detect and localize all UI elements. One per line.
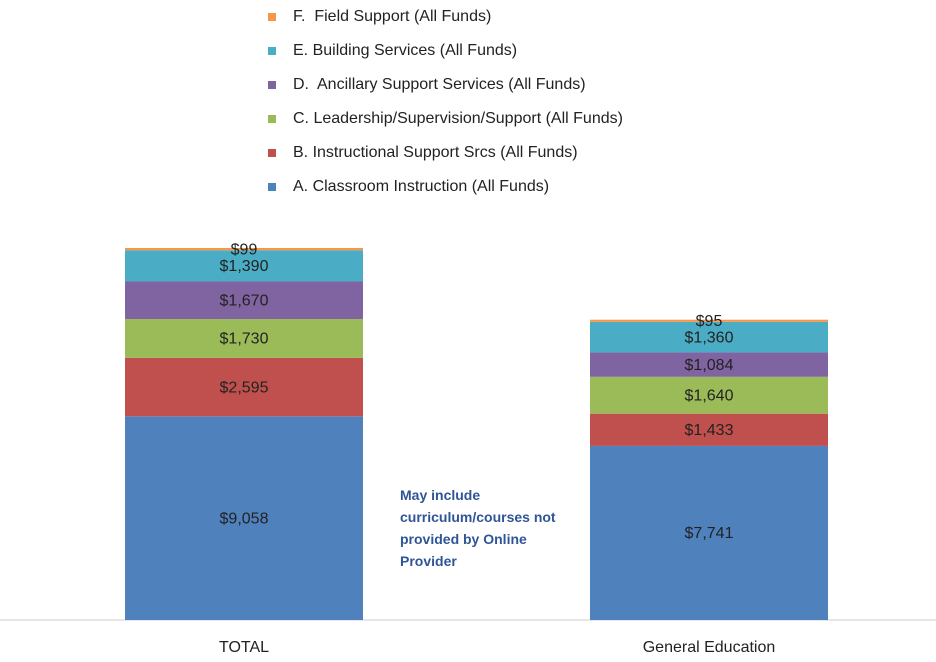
data-label: $1,433 xyxy=(685,422,734,439)
bar-segment xyxy=(125,248,363,251)
data-label: $99 xyxy=(231,241,258,258)
legend-label: C. Leadership/Supervision/Support (All F… xyxy=(293,110,623,127)
bar-segment xyxy=(590,413,828,446)
bar-segment xyxy=(590,321,828,353)
bar-segment xyxy=(125,357,363,417)
x-tick-label: TOTAL xyxy=(219,639,269,656)
bar-segment xyxy=(125,319,363,358)
bar-segment xyxy=(125,281,363,320)
legend-label: A. Classroom Instruction (All Funds) xyxy=(293,178,549,195)
legend-swatch xyxy=(268,81,276,89)
legend-swatch xyxy=(268,115,276,123)
legend-swatch xyxy=(268,47,276,55)
legend-swatch xyxy=(268,149,276,157)
legend-label: D. Ancillary Support Services (All Funds… xyxy=(293,76,586,93)
legend-label: F. Field Support (All Funds) xyxy=(293,8,491,25)
data-label: $1,640 xyxy=(685,387,734,404)
data-label: $1,730 xyxy=(220,331,269,348)
data-label: $7,741 xyxy=(685,525,734,542)
bar-segment xyxy=(590,376,828,414)
bar-segment xyxy=(590,352,828,377)
data-label: $1,360 xyxy=(685,329,734,346)
bar-segment xyxy=(590,445,828,620)
data-label: $1,390 xyxy=(220,258,269,275)
data-label: $1,670 xyxy=(220,292,269,309)
bar-segment xyxy=(590,319,828,322)
legend-label: E. Building Services (All Funds) xyxy=(293,42,517,59)
data-label: $2,595 xyxy=(220,379,269,396)
legend-swatch xyxy=(268,13,276,21)
data-label: $1,084 xyxy=(685,357,734,374)
annotation: May include curriculum/courses not provi… xyxy=(400,487,556,569)
legend-swatch xyxy=(268,183,276,191)
bar-segment xyxy=(125,416,363,620)
data-label: $9,058 xyxy=(220,510,269,527)
bar-segment xyxy=(125,250,363,282)
data-label: $95 xyxy=(696,313,723,330)
x-tick-label: General Education xyxy=(643,639,776,656)
legend-label: B. Instructional Support Srcs (All Funds… xyxy=(293,144,578,161)
